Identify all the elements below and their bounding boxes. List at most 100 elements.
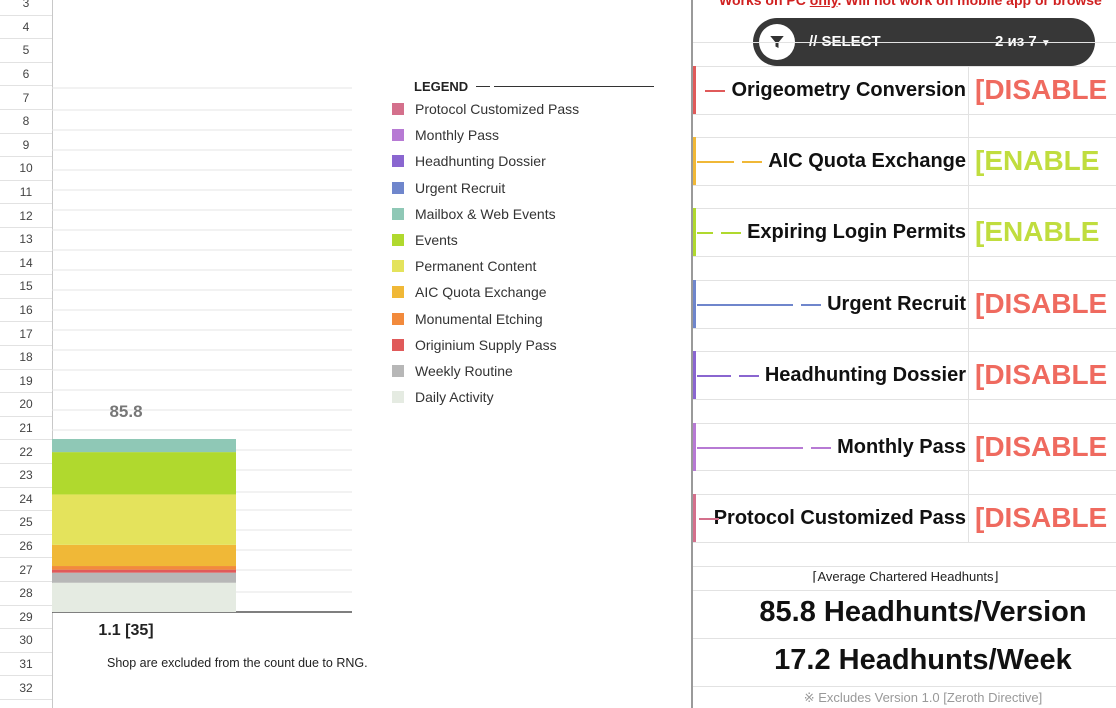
- panel-gridline: [693, 351, 1116, 352]
- legend-label: Monumental Etching: [415, 310, 543, 327]
- legend-label: Urgent Recruit: [415, 179, 506, 196]
- row-name: AIC Quota Exchange: [768, 150, 966, 172]
- row-header[interactable]: 23: [0, 464, 52, 488]
- row-header[interactable]: 31: [0, 653, 52, 677]
- panel-gridline: [693, 42, 1116, 43]
- legend-item: Permanent Content: [392, 253, 662, 279]
- row-header[interactable]: 14: [0, 252, 52, 276]
- platform-warning: Works on PC only. Will not work on mobil…: [719, 0, 1102, 8]
- legend-item: Protocol Customized Pass: [392, 96, 662, 122]
- legend-swatch: [392, 312, 404, 325]
- row-header[interactable]: 16: [0, 299, 52, 323]
- row-header[interactable]: 22: [0, 440, 52, 464]
- row-header[interactable]: 4: [0, 16, 52, 40]
- row-name: Urgent Recruit: [827, 293, 966, 315]
- row-status-toggle[interactable]: [ENABLE: [975, 216, 1100, 247]
- headhunts-per-week: 17.2 Headhunts/Week: [774, 644, 1072, 676]
- panel-gridline: [693, 256, 1116, 257]
- row-connector-dash: [721, 232, 741, 234]
- row-header[interactable]: 11: [0, 181, 52, 205]
- row-status-toggle[interactable]: [DISABLE: [975, 502, 1108, 533]
- panel-gridline: [693, 399, 1116, 400]
- row-header[interactable]: 32: [0, 676, 52, 700]
- panel-gridline: [693, 208, 1116, 209]
- row-header[interactable]: 17: [0, 322, 52, 346]
- row-header[interactable]: 10: [0, 157, 52, 181]
- headhunts-per-version: 85.8 Headhunts/Version: [759, 596, 1087, 628]
- legend-label: AIC Quota Exchange: [415, 284, 547, 301]
- row-name: Monthly Pass: [837, 436, 966, 458]
- row-header[interactable]: 13: [0, 228, 52, 252]
- row-status-toggle[interactable]: [DISABLE: [975, 359, 1108, 390]
- row-header[interactable]: 5: [0, 39, 52, 63]
- row-connector-dash: [742, 161, 762, 163]
- row-status-toggle[interactable]: [DISABLE: [975, 431, 1108, 462]
- warning-text-prefix: Works on PC: [719, 0, 810, 8]
- row-header[interactable]: 26: [0, 535, 52, 559]
- legend-label: Weekly Routine: [415, 362, 513, 379]
- row-header[interactable]: 30: [0, 629, 52, 653]
- panel-gridline: [693, 114, 1116, 115]
- row-header[interactable]: 15: [0, 275, 52, 299]
- caret-down-icon: ▼: [1040, 38, 1051, 49]
- row-header[interactable]: 19: [0, 370, 52, 394]
- row-header[interactable]: 7: [0, 86, 52, 110]
- row-color-bar: [693, 494, 696, 542]
- legend-swatch: [392, 391, 404, 404]
- legend-label: Monthly Pass: [415, 127, 500, 144]
- row-header[interactable]: 18: [0, 346, 52, 370]
- excludes-note: ※ Excludes Version 1.0 [Zeroth Directive…: [803, 690, 1043, 705]
- panel-gridline: [693, 686, 1116, 687]
- row-status-toggle[interactable]: [DISABLE: [975, 288, 1108, 319]
- row-headers: 3 4 5 6 7 8 9 10 11 12 13 14 15 16 17 18 19 20 21 22 23 24 25 2…: [0, 0, 53, 708]
- filter-count-dropdown[interactable]: 2 из 7 ▼: [995, 18, 1051, 66]
- warning-text-suffix: . Will not work on mobile app or browse: [837, 0, 1102, 8]
- legend-item: Monumental Etching: [392, 306, 662, 332]
- legend-item: AIC Quota Exchange: [392, 279, 662, 305]
- row-header[interactable]: 28: [0, 582, 52, 606]
- panel-gridline: [693, 137, 1116, 138]
- toggle-row: Headhunting Dossier [DISABLE: [693, 351, 1116, 399]
- row-name: Headhunting Dossier: [764, 364, 966, 386]
- row-connector-line: [697, 161, 734, 163]
- panel-gridline: [693, 185, 1116, 186]
- row-name: Protocol Customized Pass: [713, 507, 966, 529]
- toggle-row: Expiring Login Permits [ENABLE: [693, 208, 1116, 256]
- row-connector-line: [697, 304, 793, 306]
- row-header[interactable]: 27: [0, 558, 52, 582]
- row-connector-dash: [801, 304, 821, 306]
- legend-swatch: [392, 129, 404, 142]
- row-status-toggle[interactable]: [DISABLE: [975, 74, 1108, 105]
- toggle-row: Protocol Customized Pass [DISABLE: [693, 494, 1116, 542]
- row-header[interactable]: 21: [0, 417, 52, 441]
- panel-gridline: [693, 328, 1116, 329]
- row-connector-dash: [739, 375, 759, 377]
- legend-item: Mailbox & Web Events: [392, 201, 662, 227]
- legend-item: Monthly Pass: [392, 122, 662, 148]
- row-header[interactable]: 25: [0, 511, 52, 535]
- legend-title-text: LEGEND: [414, 78, 469, 94]
- legend-item: Daily Activity: [392, 384, 662, 410]
- row-name: Expiring Login Permits: [747, 221, 966, 243]
- row-header[interactable]: 6: [0, 63, 52, 87]
- bar-segment: [52, 566, 236, 570]
- toggle-row: AIC Quota Exchange [ENABLE: [693, 137, 1116, 185]
- row-connector-dash: [699, 518, 719, 520]
- row-name: Origeometry Conversion: [731, 79, 966, 101]
- legend-item: Events: [392, 227, 662, 253]
- row-header[interactable]: 9: [0, 134, 52, 158]
- row-status-toggle[interactable]: [ENABLE: [975, 145, 1100, 176]
- row-header[interactable]: 8: [0, 110, 52, 134]
- row-header[interactable]: 24: [0, 488, 52, 512]
- row-header[interactable]: 29: [0, 606, 52, 630]
- panel-gridline: [693, 638, 1116, 639]
- row-header[interactable]: 12: [0, 204, 52, 228]
- row-header[interactable]: 3: [0, 0, 52, 16]
- legend-swatch: [392, 338, 404, 351]
- panel-gridline: [693, 590, 1116, 591]
- settings-panel: Works on PC only. Will not work on mobil…: [691, 0, 1116, 708]
- panel-gridline: [693, 66, 1116, 67]
- row-header[interactable]: 20: [0, 393, 52, 417]
- panel-gridline: [693, 494, 1116, 495]
- legend-items: Protocol Customized Pass Monthly Pass Head…: [392, 96, 662, 410]
